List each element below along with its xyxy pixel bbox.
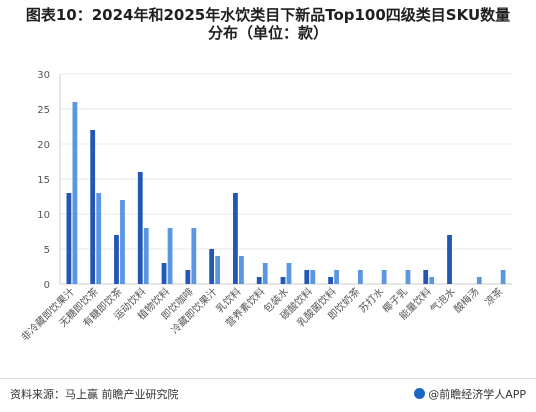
bar — [262, 263, 268, 284]
bar — [334, 270, 339, 284]
footer: 资料来源：马上赢 前瞻产业研究院 @前瞻经济学人APP — [0, 378, 536, 409]
footer-brand: @前瞻经济学人APP — [414, 386, 526, 402]
bar — [185, 270, 191, 284]
bar — [447, 235, 452, 284]
bar — [256, 277, 262, 284]
bar — [120, 200, 125, 284]
brand-logo-icon — [414, 388, 426, 399]
bar — [161, 263, 167, 284]
x-tick-label: 酸梅汤 — [451, 285, 481, 315]
chart-title: 图表10：2024年和2025年水饮类目下新品Top100四级类目SKU数量 分… — [0, 6, 536, 42]
x-tick-label: 凉茶 — [482, 285, 505, 308]
chart-title-line1: 图表10：2024年和2025年水饮类目下新品Top100四级类目SKU数量 — [25, 6, 511, 24]
y-tick-label: 5 — [44, 245, 50, 256]
bar — [167, 228, 173, 284]
x-tick-label: 气泡水 — [427, 285, 457, 315]
bar — [286, 263, 292, 284]
y-tick-label: 0 — [44, 280, 50, 291]
bar — [500, 270, 506, 284]
x-tick-label: 苏打水 — [356, 285, 386, 315]
bar — [239, 256, 244, 284]
bar — [381, 270, 387, 284]
bar — [96, 193, 102, 284]
bar-chart: 051015202530非冷藏即饮果汁无糖即饮茶有糖即饮茶运动饮料植物饮料即饮咖… — [18, 70, 512, 344]
bar — [90, 130, 96, 284]
y-tick-label: 15 — [37, 175, 50, 186]
bar — [405, 270, 411, 284]
y-tick-label: 20 — [37, 140, 50, 151]
bar — [357, 270, 363, 284]
footer-brand-text: @前瞻经济学人APP — [428, 388, 526, 401]
chart-title-line2: 分布（单位：款） — [207, 24, 328, 42]
y-tick-label: 30 — [37, 70, 50, 81]
bar — [137, 172, 143, 284]
y-tick-label: 10 — [37, 210, 50, 221]
bar — [209, 249, 215, 284]
bar — [476, 277, 482, 284]
y-tick-label: 25 — [37, 105, 50, 116]
bar — [72, 102, 78, 284]
bar — [328, 277, 333, 284]
bar — [429, 277, 435, 284]
bar — [114, 235, 119, 284]
bar — [304, 270, 310, 284]
bar — [233, 193, 238, 284]
source-note: 资料来源：马上赢 前瞻产业研究院 — [10, 388, 179, 401]
bar — [310, 270, 316, 284]
bar — [215, 256, 221, 284]
bar — [143, 228, 149, 284]
bar — [280, 277, 286, 284]
bar — [423, 270, 429, 284]
bar — [191, 228, 197, 284]
bar — [66, 193, 72, 284]
